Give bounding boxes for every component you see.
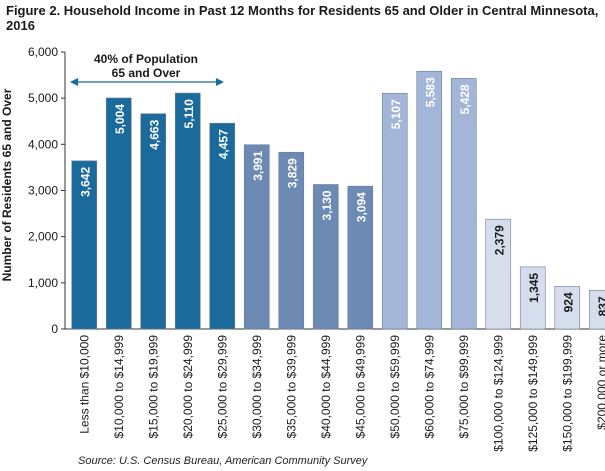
bar-value-label: 1,345 [527, 273, 541, 303]
bar [485, 218, 512, 330]
x-tick-label: $20,000 to $24,999 [181, 335, 195, 439]
x-tick-label: $150,000 to $199,999 [560, 335, 574, 452]
x-tick-label: Less than $10,000 [77, 335, 91, 434]
y-tick-label: 5,000 [28, 91, 58, 105]
x-tick-label: $200,000 or more [595, 335, 605, 430]
bar-value-label: 3,130 [320, 190, 334, 220]
bar [347, 185, 374, 330]
bar-value-label: 837 [596, 296, 605, 316]
bar [312, 184, 339, 330]
bar-value-label: 3,991 [251, 150, 265, 180]
bar-value-label: 5,583 [423, 77, 437, 107]
y-tick-label: 1,000 [28, 276, 58, 290]
x-tick-label: $45,000 to $49,999 [353, 335, 367, 439]
y-tick-label: 2,000 [28, 230, 58, 244]
bar [174, 92, 201, 330]
annotation-line-2: 65 and Over [112, 66, 181, 80]
population-annotation: 40% of Population 65 and Over [70, 52, 224, 86]
annotation-arrow-left-head [70, 78, 78, 86]
x-tick-label: $30,000 to $34,999 [250, 335, 264, 439]
annotation-line-1: 40% of Population [94, 52, 198, 66]
x-tick-label: $35,000 to $39,999 [284, 335, 298, 439]
x-tick-label: $125,000 to $149,999 [526, 335, 540, 452]
bar-value-label: 5,428 [458, 84, 472, 114]
bars-group: 3,642 5,004 4,663 5,110 4,457 3,991 3,829 3,130… [71, 70, 605, 330]
bar-value-label: 5,110 [182, 99, 196, 129]
bar-value-label: 4,457 [216, 129, 230, 159]
y-axis-label: Number of Residents 65 and Over [0, 88, 14, 281]
bar-value-label: 3,094 [354, 192, 368, 222]
y-tick-label: 4,000 [28, 137, 58, 151]
bar [140, 113, 167, 330]
x-tick-labels: Less than $10,000 $10,000 to $14,999 $15,0… [77, 335, 605, 452]
bar [278, 151, 305, 330]
bar [588, 290, 605, 330]
y-tick-label: 3,000 [28, 184, 58, 198]
annotation-arrow-right-head [216, 78, 224, 86]
bar [519, 266, 546, 330]
bar-value-label: 5,107 [389, 99, 403, 129]
y-tick-label: 0 [51, 322, 58, 336]
x-tick-label: $40,000 to $44,999 [319, 335, 333, 439]
x-tick-label: $60,000 to $74,999 [422, 335, 436, 439]
bar [243, 144, 270, 330]
bar [381, 92, 408, 330]
bar-value-label: 3,829 [285, 158, 299, 188]
bar-value-label: 4,663 [147, 119, 161, 149]
bar-value-label: 924 [561, 292, 575, 312]
bar [105, 97, 132, 330]
x-tick-label: $25,000 to $29,999 [215, 335, 229, 439]
bar [71, 160, 98, 330]
x-tick-label: $100,000 to $124,999 [491, 335, 505, 452]
bar-value-label: 5,004 [113, 104, 127, 134]
bar-value-label: 2,379 [492, 225, 506, 255]
bar [554, 286, 581, 330]
x-tick-label: $75,000 to $99,999 [457, 335, 471, 439]
bar [209, 122, 236, 330]
y-tick-label: 6,000 [28, 45, 58, 59]
bar [450, 78, 477, 330]
x-tick-label: $10,000 to $14,999 [112, 335, 126, 439]
bar [416, 70, 443, 330]
source-note: Source: U.S. Census Bureau, American Com… [78, 455, 368, 467]
x-tick-label: $15,000 to $19,999 [146, 335, 160, 439]
bar-value-label: 3,642 [78, 167, 92, 197]
chart-title: Figure 2. Household Income in Past 12 Mo… [6, 3, 599, 33]
x-tick-label: $50,000 to $59,999 [388, 335, 402, 439]
